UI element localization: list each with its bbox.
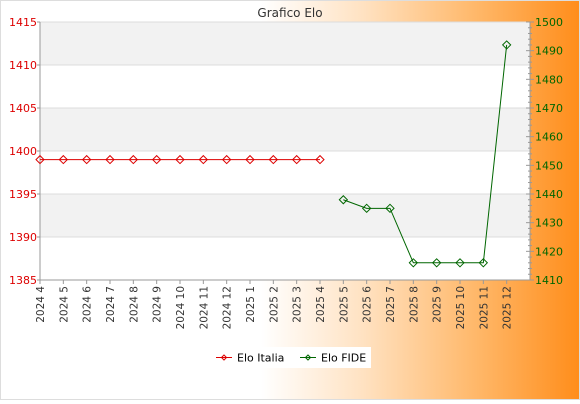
- data-point: [151, 154, 162, 165]
- x-tick-label: 2025 7: [385, 286, 397, 323]
- x-tick-label: 2025 5: [338, 286, 350, 323]
- x-tick-label: 2025 11: [478, 286, 490, 329]
- data-point: [198, 154, 209, 165]
- y-left-tick-label: 1395: [9, 188, 37, 201]
- y-left-tick-label: 1410: [9, 59, 37, 72]
- x-tick-label: 2025 9: [432, 286, 444, 323]
- data-point: [315, 154, 325, 165]
- x-tick-label: 2025 1: [245, 286, 257, 323]
- series-layer: [35, 40, 512, 268]
- data-point: [175, 154, 185, 165]
- y-left-tick-label: 1415: [9, 16, 37, 29]
- x-tick-label: 2025 8: [408, 286, 420, 323]
- x-tick-label: 2025 3: [292, 286, 304, 323]
- data-point: [128, 154, 139, 165]
- y-left-tick-label: 1385: [9, 274, 37, 287]
- y-axis-right: 1410 1420 1430 1440 1450 1460 1470 1480 1490 1500: [526, 16, 563, 287]
- plot-band: [40, 151, 530, 194]
- legend-marker-elo-fide: [304, 354, 312, 361]
- x-tick-label: 2024 9: [152, 286, 164, 323]
- x-tick-label: 2025 2: [268, 286, 280, 323]
- x-tick-label: 2024 11: [198, 286, 210, 329]
- data-point: [431, 258, 442, 268]
- y-right-tick-label: 1500: [535, 16, 563, 29]
- y-right-tick-label: 1420: [535, 245, 563, 258]
- legend-marker-elo-italia: [220, 354, 228, 361]
- data-point: [35, 154, 45, 165]
- plot-band: [40, 237, 530, 280]
- data-point: [338, 195, 349, 205]
- y-right-tick-label: 1470: [535, 102, 563, 115]
- data-point: [291, 154, 302, 165]
- plot-band: [40, 22, 530, 65]
- data-point: [478, 258, 489, 268]
- data-point: [81, 154, 92, 165]
- data-point: [105, 154, 115, 165]
- data-point: [408, 258, 419, 268]
- plot-bands: [40, 22, 530, 280]
- data-point: [268, 154, 279, 165]
- y-left-tick-label: 1405: [9, 102, 37, 115]
- y-right-tick-label: 1480: [535, 73, 563, 86]
- y-right-tick-label: 1410: [535, 274, 563, 287]
- x-tick-label: 2024 12: [222, 286, 234, 329]
- y-right-tick-label: 1460: [535, 131, 563, 144]
- x-tick-label: 2024 4: [35, 286, 47, 323]
- x-axis: 2024 4 2024 5 2024 6 2024 7 2024 8 2024 9 2024…: [35, 280, 514, 329]
- data-point: [361, 203, 372, 214]
- legend-box: [211, 347, 371, 368]
- data-point: [501, 40, 512, 50]
- legend-label-elo-italia: Elo Italia: [237, 352, 284, 365]
- legend-label-elo-fide: Elo FIDE: [321, 352, 366, 365]
- data-point: [221, 154, 232, 165]
- y-right-tick-label: 1430: [535, 217, 563, 230]
- x-tick-label: 2024 7: [105, 286, 117, 323]
- data-point: [58, 154, 69, 165]
- data-point: [245, 154, 255, 165]
- y-axis-left: 1385 1390 1395 1400 1405 1410 1415: [9, 16, 40, 287]
- x-tick-label: 2024 6: [82, 286, 94, 323]
- x-tick-label: 2025 10: [455, 286, 467, 329]
- x-tick-label: 2024 10: [175, 286, 187, 329]
- legend: Elo Italia Elo FIDE: [211, 347, 371, 368]
- plot-band: [40, 108, 530, 151]
- y-left-tick-label: 1390: [9, 231, 37, 244]
- x-tick-label: 2025 4: [315, 286, 327, 323]
- data-point: [455, 258, 465, 268]
- y-right-tick-label: 1490: [535, 45, 563, 58]
- y-left-tick-label: 1400: [9, 145, 37, 158]
- x-tick-label: 2025 12: [502, 286, 514, 329]
- x-tick-label: 2024 8: [128, 286, 140, 323]
- y-right-tick-label: 1440: [535, 188, 563, 201]
- chart-title: Grafico Elo: [257, 6, 322, 20]
- y-right-tick-label: 1450: [535, 159, 563, 172]
- data-point: [385, 203, 395, 214]
- plot-band: [40, 194, 530, 237]
- plot-band: [40, 65, 530, 108]
- x-tick-label: 2024 5: [58, 286, 70, 323]
- x-tick-label: 2025 6: [362, 286, 374, 323]
